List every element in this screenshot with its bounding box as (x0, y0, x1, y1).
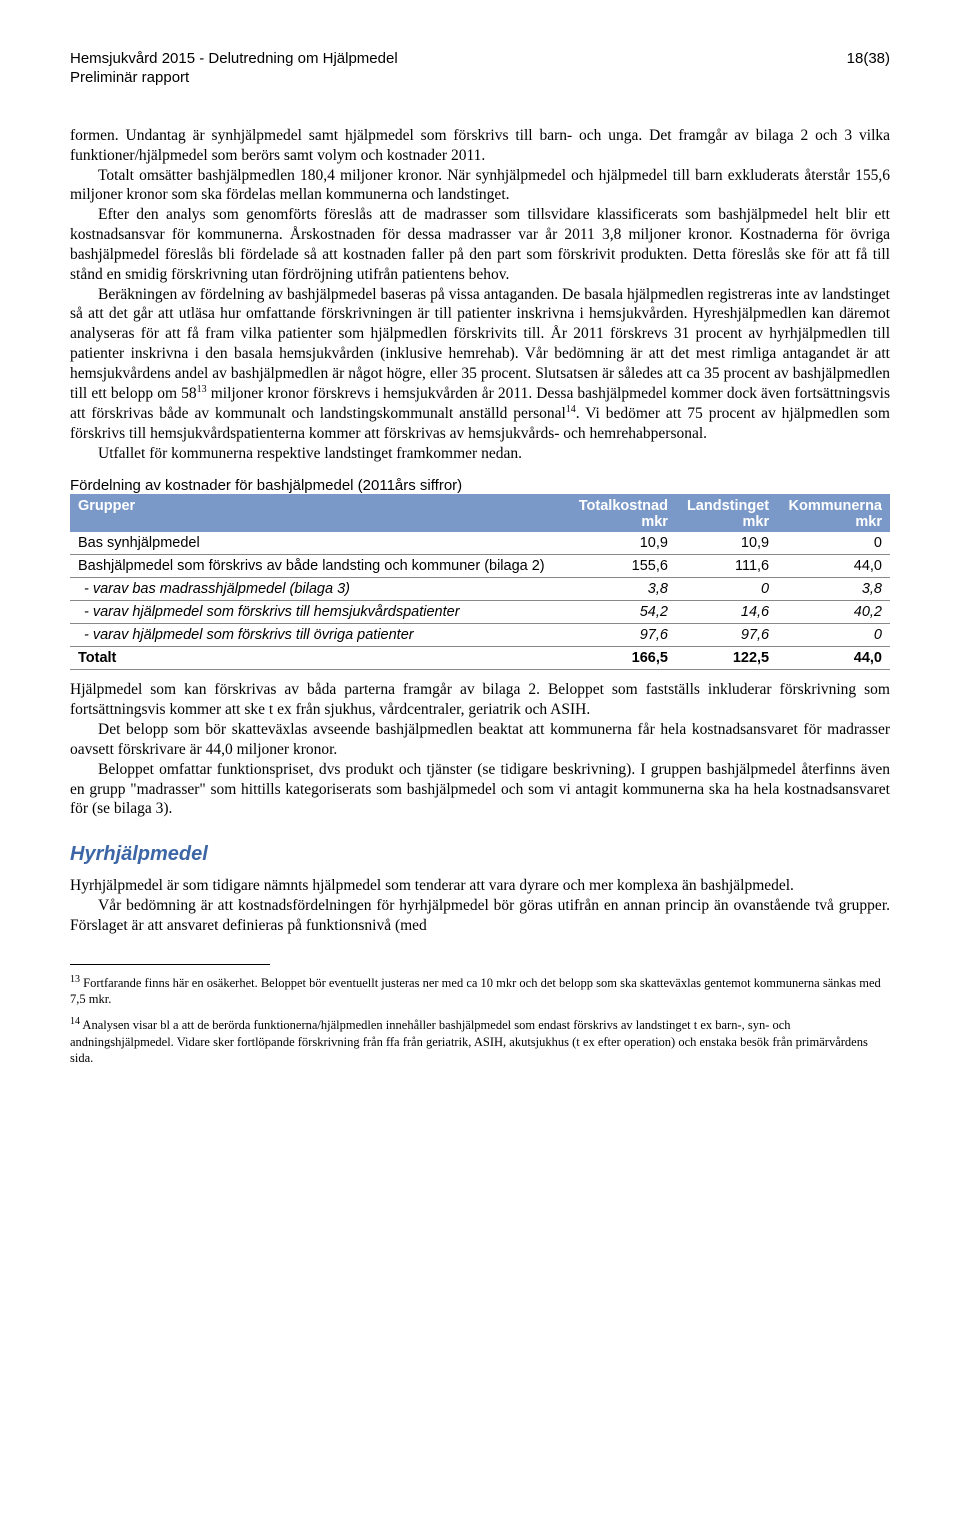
column-header-sublabel: mkr (576, 514, 668, 530)
cell: Bas synhjälpmedel (70, 532, 568, 555)
body-text-block-2: Hjälpmedel som kan förskrivas av båda pa… (70, 680, 890, 819)
cell: - varav hjälpmedel som förskrivs till he… (70, 601, 568, 624)
cell: 14,6 (676, 601, 777, 624)
footnote-separator (70, 964, 270, 965)
cell: 97,6 (568, 624, 676, 647)
table-row-totals: Totalt 166,5 122,5 44,0 (70, 647, 890, 670)
cell: 44,0 (777, 555, 890, 578)
column-header-sublabel: mkr (785, 514, 882, 530)
column-header-sublabel: mkr (684, 514, 769, 530)
table-caption: Fördelning av kostnader för bashjälpmede… (70, 477, 890, 494)
footnote-13: 13 Fortfarande finns här en osäkerhet. B… (70, 973, 890, 1008)
cost-distribution-table: Grupper Totalkostnadmkr Landstingetmkr K… (70, 494, 890, 670)
document-page: Hemsjukvård 2015 - Delutredning om Hjälp… (0, 0, 960, 1124)
cell: - varav bas madrasshjälpmedel (bilaga 3) (70, 578, 568, 601)
column-header-label: Totalkostnad (579, 498, 668, 514)
footnote-text: Fortfarande finns här en osäkerhet. Belo… (70, 976, 881, 1006)
table-header: Grupper Totalkostnadmkr Landstingetmkr K… (70, 494, 890, 532)
cell: Totalt (70, 647, 568, 670)
column-header-landstinget: Landstingetmkr (676, 494, 777, 532)
cell: Bashjälpmedel som förskrivs av både land… (70, 555, 568, 578)
page-number: 18(38) (847, 50, 890, 67)
paragraph: Hjälpmedel som kan förskrivas av båda pa… (70, 680, 890, 720)
table-row: Bas synhjälpmedel 10,9 10,9 0 (70, 532, 890, 555)
cell: 122,5 (676, 647, 777, 670)
cell: 3,8 (777, 578, 890, 601)
body-text-block-1: formen. Undantag är synhjälpmedel samt h… (70, 126, 890, 463)
column-header-label: Grupper (78, 498, 135, 514)
table-row: - varav bas madrasshjälpmedel (bilaga 3)… (70, 578, 890, 601)
table-row: - varav hjälpmedel som förskrivs till he… (70, 601, 890, 624)
cell: 54,2 (568, 601, 676, 624)
cell: 0 (777, 624, 890, 647)
cell: 97,6 (676, 624, 777, 647)
column-header-grupper: Grupper (70, 494, 568, 532)
footnote-number: 13 (70, 974, 80, 985)
footnote-text: Analysen visar bl a att de berörda funkt… (70, 1018, 868, 1065)
footnote-14: 14 Analysen visar bl a att de berörda fu… (70, 1015, 890, 1066)
paragraph: Vår bedömning är att kostnadsfördelninge… (70, 896, 890, 936)
column-header-label: Landstinget (687, 498, 769, 514)
paragraph: Beloppet omfattar funktionspriset, dvs p… (70, 760, 890, 819)
body-text-block-3: Hyrhjälpmedel är som tidigare nämnts hjä… (70, 876, 890, 935)
footnote-ref-13: 13 (197, 384, 207, 395)
paragraph: Det belopp som bör skatteväxlas avseende… (70, 720, 890, 760)
column-header-label: Kommunerna (789, 498, 882, 514)
cell: 10,9 (568, 532, 676, 555)
cell: - varav hjälpmedel som förskrivs till öv… (70, 624, 568, 647)
cell: 44,0 (777, 647, 890, 670)
paragraph: Utfallet för kommunerna respektive lands… (70, 444, 890, 464)
cell: 40,2 (777, 601, 890, 624)
document-title: Hemsjukvård 2015 - Delutredning om Hjälp… (70, 50, 398, 67)
section-title-hyrhjalpmedel: Hyrhjälpmedel (70, 843, 890, 866)
header-row: Hemsjukvård 2015 - Delutredning om Hjälp… (70, 50, 890, 67)
cell: 10,9 (676, 532, 777, 555)
document-subtitle: Preliminär rapport (70, 69, 890, 86)
column-header-totalkostnad: Totalkostnadmkr (568, 494, 676, 532)
table-body: Bas synhjälpmedel 10,9 10,9 0 Bashjälpme… (70, 532, 890, 670)
column-header-kommunerna: Kommunernamkr (777, 494, 890, 532)
footnote-ref-14: 14 (566, 404, 576, 415)
cell: 3,8 (568, 578, 676, 601)
cell: 111,6 (676, 555, 777, 578)
table-row: - varav hjälpmedel som förskrivs till öv… (70, 624, 890, 647)
table-row: Bashjälpmedel som förskrivs av både land… (70, 555, 890, 578)
cell: 155,6 (568, 555, 676, 578)
paragraph: Totalt omsätter bashjälpmedlen 180,4 mil… (70, 166, 890, 206)
footnotes: 13 Fortfarande finns här en osäkerhet. B… (70, 973, 890, 1067)
footnote-number: 14 (70, 1016, 80, 1027)
cell: 0 (777, 532, 890, 555)
paragraph: formen. Undantag är synhjälpmedel samt h… (70, 126, 890, 166)
paragraph: Beräkningen av fördelning av bashjälpmed… (70, 285, 890, 444)
cell: 0 (676, 578, 777, 601)
cell: 166,5 (568, 647, 676, 670)
paragraph: Efter den analys som genomförts föreslås… (70, 205, 890, 284)
paragraph: Hyrhjälpmedel är som tidigare nämnts hjä… (70, 876, 890, 896)
